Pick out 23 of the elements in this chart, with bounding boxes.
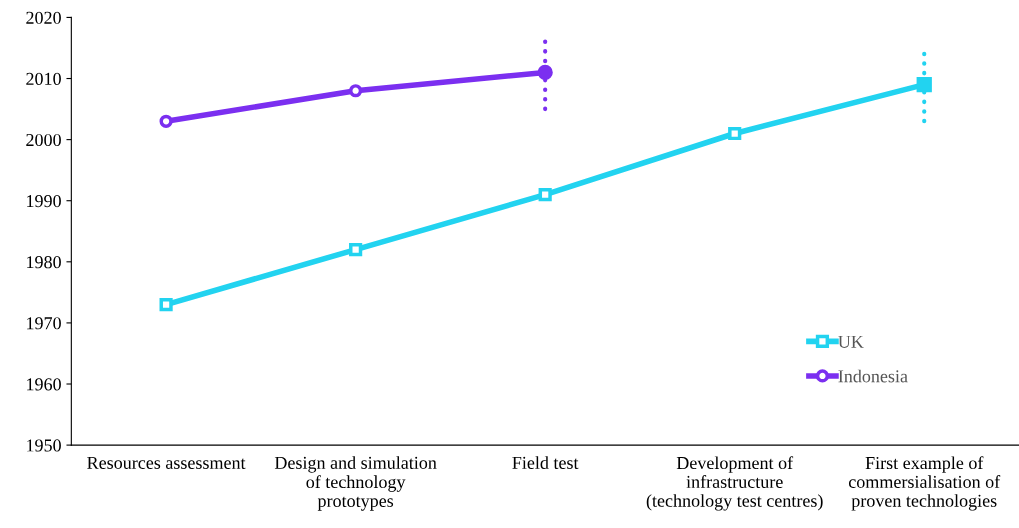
y-tick-label: 2010 [26, 72, 61, 85]
x-tick-label: Development of infrastructure (technology test centres) [646, 456, 823, 511]
x-tick-label: Design and simulation of technology prototypes [274, 456, 437, 511]
legend-label: Indonesia [838, 369, 908, 383]
y-tick-label: 2000 [26, 133, 61, 147]
x-tick-label: Resources assessment [87, 456, 246, 469]
legend-label: UK [838, 335, 864, 348]
point [349, 242, 363, 257]
x-tick-label: First example of commersialisation of proven technologies [848, 456, 1001, 511]
y-tick-label: 1980 [27, 256, 61, 269]
point [728, 126, 742, 141]
y-tick-label: 1950 [27, 439, 61, 452]
y-tick-label: 2020 [26, 11, 61, 24]
point [159, 114, 173, 128]
x-tick-label: Field test [512, 456, 579, 469]
point [537, 64, 553, 81]
point [349, 84, 363, 98]
point [916, 76, 932, 93]
point [538, 188, 552, 202]
y-tick-label: 1990 [27, 194, 61, 208]
y-tick-label: 1960 [27, 378, 61, 391]
y-tick-label: 1970 [27, 317, 61, 330]
point [159, 297, 173, 312]
